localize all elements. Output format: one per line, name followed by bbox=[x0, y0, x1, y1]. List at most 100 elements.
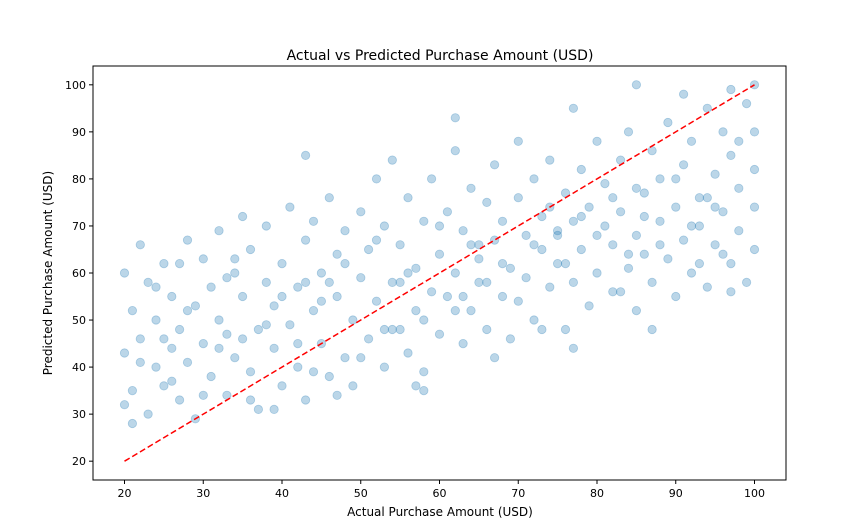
data-point bbox=[332, 249, 342, 259]
data-point bbox=[198, 254, 208, 264]
data-point bbox=[411, 381, 421, 391]
data-point bbox=[647, 277, 657, 287]
data-point bbox=[411, 305, 421, 316]
data-point bbox=[489, 160, 500, 170]
y-axis: 20 30 40 50 60 70 80 90 100 bbox=[65, 79, 93, 468]
data-point bbox=[214, 343, 224, 353]
data-point bbox=[749, 164, 760, 175]
data-point bbox=[230, 268, 240, 278]
data-point bbox=[671, 202, 681, 212]
data-point bbox=[238, 334, 248, 344]
data-point bbox=[175, 395, 185, 405]
data-point bbox=[482, 197, 492, 207]
data-point bbox=[434, 329, 445, 339]
plot-background bbox=[93, 66, 786, 480]
data-point bbox=[419, 385, 429, 396]
data-point bbox=[450, 113, 460, 123]
chart-title: Actual vs Predicted Purchase Amount (USD… bbox=[287, 48, 594, 64]
data-point bbox=[434, 249, 445, 259]
data-point bbox=[167, 291, 177, 302]
x-tick-label: 20 bbox=[118, 487, 132, 500]
data-point bbox=[387, 277, 397, 287]
data-point bbox=[426, 287, 437, 297]
data-point bbox=[238, 211, 248, 222]
data-point bbox=[340, 353, 350, 363]
data-point bbox=[647, 146, 657, 156]
data-point bbox=[403, 348, 413, 358]
data-point bbox=[710, 240, 720, 250]
data-point bbox=[489, 353, 500, 363]
x-tick-label: 60 bbox=[433, 487, 447, 500]
data-point bbox=[371, 235, 382, 245]
data-point bbox=[552, 258, 563, 269]
data-point bbox=[363, 244, 374, 255]
data-point bbox=[300, 395, 311, 405]
data-point bbox=[749, 202, 760, 212]
data-point bbox=[702, 282, 712, 292]
data-point bbox=[623, 263, 634, 273]
data-point bbox=[379, 324, 389, 335]
data-point bbox=[655, 240, 665, 250]
data-point bbox=[135, 334, 145, 344]
data-point bbox=[678, 160, 689, 170]
x-tick-label: 70 bbox=[511, 487, 525, 500]
data-point bbox=[395, 240, 405, 250]
x-tick-label: 40 bbox=[275, 487, 289, 500]
x-tick-label: 100 bbox=[744, 487, 765, 500]
data-point bbox=[521, 230, 531, 240]
data-point bbox=[741, 99, 752, 109]
data-point bbox=[419, 367, 429, 377]
data-point bbox=[734, 136, 744, 146]
data-point bbox=[639, 211, 649, 222]
plot-area bbox=[92, 65, 787, 481]
data-point bbox=[253, 324, 263, 335]
data-point bbox=[537, 211, 547, 222]
data-point bbox=[592, 230, 602, 240]
data-point bbox=[497, 216, 508, 226]
data-point bbox=[608, 240, 618, 250]
data-point bbox=[576, 244, 586, 255]
data-point bbox=[379, 362, 389, 372]
data-point bbox=[702, 103, 712, 113]
data-point bbox=[167, 343, 177, 353]
data-point bbox=[324, 277, 334, 287]
data-point bbox=[537, 324, 547, 335]
data-point bbox=[293, 338, 303, 349]
data-point bbox=[505, 334, 515, 344]
data-point bbox=[608, 193, 618, 203]
data-point bbox=[206, 282, 216, 292]
data-point bbox=[175, 324, 185, 335]
data-point bbox=[371, 174, 382, 184]
data-point bbox=[151, 315, 161, 325]
x-tick-label: 90 bbox=[669, 487, 683, 500]
data-point bbox=[552, 230, 563, 240]
data-point bbox=[442, 291, 452, 302]
y-tick-label: 30 bbox=[72, 408, 86, 421]
y-tick-label: 80 bbox=[72, 173, 86, 186]
data-point bbox=[119, 268, 130, 278]
data-point bbox=[379, 221, 389, 231]
data-point bbox=[497, 258, 508, 269]
data-point bbox=[718, 127, 728, 137]
data-point bbox=[552, 226, 563, 236]
data-point bbox=[584, 301, 594, 311]
data-point bbox=[631, 80, 642, 90]
data-point bbox=[686, 221, 697, 231]
data-point bbox=[419, 216, 429, 226]
y-tick-label: 60 bbox=[72, 267, 86, 280]
data-point bbox=[678, 235, 689, 245]
data-point bbox=[387, 324, 397, 335]
data-point bbox=[686, 268, 697, 278]
data-point bbox=[592, 136, 602, 146]
data-point bbox=[489, 235, 500, 245]
data-point bbox=[403, 268, 413, 278]
data-point bbox=[277, 381, 287, 391]
data-point bbox=[395, 324, 405, 335]
data-point bbox=[387, 155, 397, 165]
data-point bbox=[245, 367, 256, 377]
data-point bbox=[458, 338, 468, 349]
data-point bbox=[119, 348, 130, 358]
data-point bbox=[348, 381, 358, 391]
data-point bbox=[623, 249, 634, 259]
data-point bbox=[608, 287, 618, 297]
